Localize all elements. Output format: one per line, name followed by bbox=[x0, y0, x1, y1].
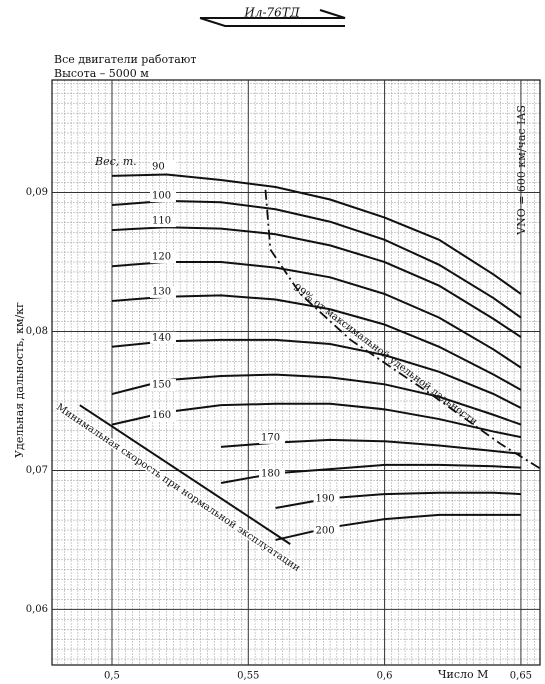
subtitle: Все двигатели работают bbox=[54, 53, 196, 66]
series-label: 200 bbox=[316, 525, 335, 536]
label-bg bbox=[259, 431, 286, 444]
y-tick-label: 0,06 bbox=[26, 604, 48, 615]
series-label: 160 bbox=[152, 410, 171, 421]
logo-shape bbox=[199, 9, 346, 27]
x-tick-label: 0,55 bbox=[237, 671, 259, 682]
max-range-line bbox=[264, 189, 542, 470]
label-bg bbox=[259, 467, 286, 480]
y-tick-label: 0,07 bbox=[26, 465, 48, 476]
y-axis-label: Удельная дальность, км/кг bbox=[13, 302, 26, 458]
series-label: 150 bbox=[152, 380, 171, 391]
label-bg bbox=[149, 190, 176, 203]
series-line bbox=[111, 199, 522, 319]
label-bg bbox=[149, 251, 176, 264]
series-line bbox=[111, 402, 522, 439]
annotation: VNO = 600 км/час IAS bbox=[515, 105, 528, 236]
min-speed-line bbox=[79, 404, 291, 545]
series-line bbox=[111, 261, 522, 369]
series-label: 90 bbox=[152, 161, 165, 172]
y-tick-label: 0,09 bbox=[26, 187, 48, 198]
series-label: 140 bbox=[152, 332, 171, 343]
series-line bbox=[111, 226, 522, 338]
logo: Ил-76ТД bbox=[243, 6, 299, 20]
series-label: 130 bbox=[152, 286, 171, 297]
label-bg bbox=[149, 160, 176, 173]
series-label: 180 bbox=[261, 468, 280, 479]
series-label: 120 bbox=[152, 252, 171, 263]
label-bg bbox=[149, 331, 176, 344]
series-label: 170 bbox=[261, 432, 280, 443]
series-line bbox=[111, 294, 522, 391]
x-axis-label: Число М bbox=[438, 668, 488, 681]
label-bg bbox=[149, 215, 176, 228]
series-line bbox=[111, 173, 522, 295]
x-tick-label: 0,5 bbox=[104, 671, 120, 682]
series-label: 100 bbox=[152, 191, 171, 202]
series-line bbox=[111, 338, 522, 409]
series-label: 110 bbox=[152, 216, 171, 227]
max-range-label: 99% от максимальной удельной дальности bbox=[291, 282, 479, 428]
label-bg bbox=[149, 379, 176, 392]
x-tick-label: 0,6 bbox=[377, 671, 393, 682]
series-label: 190 bbox=[316, 493, 335, 504]
label-bg bbox=[149, 409, 176, 422]
subtitle: Высота – 5000 м bbox=[54, 67, 149, 80]
x-tick-label: 0,65 bbox=[510, 671, 532, 682]
label-bg bbox=[313, 524, 340, 537]
label-bg bbox=[149, 285, 176, 298]
series-line bbox=[111, 373, 522, 426]
legend-title: Вес, т. bbox=[94, 155, 137, 168]
y-tick-label: 0,08 bbox=[26, 326, 48, 337]
plot-frame bbox=[51, 79, 541, 666]
label-bg bbox=[313, 492, 340, 505]
